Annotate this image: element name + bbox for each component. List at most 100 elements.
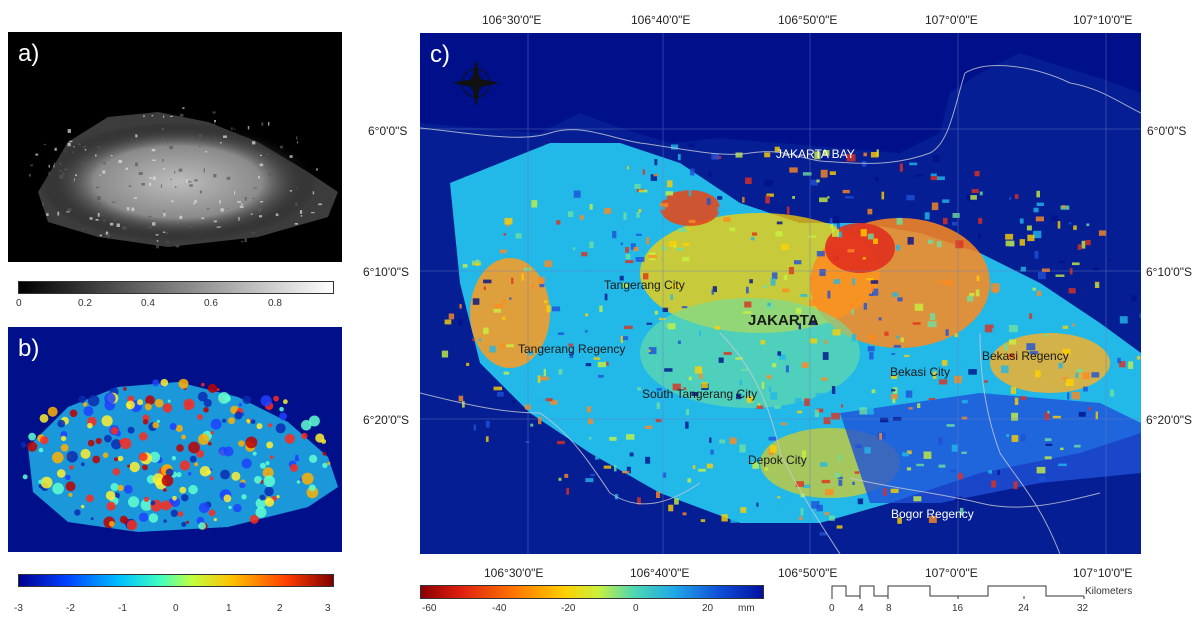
speckle [1075,372,1079,378]
speckle [259,154,262,156]
speckle [197,414,204,420]
speckle [866,278,874,281]
speckle [472,298,480,305]
speckle [149,177,152,179]
speckle [912,322,921,325]
speckle [837,231,843,238]
speckle [642,169,645,175]
speckle [1055,274,1065,277]
speckle [719,439,726,444]
speckle [99,234,102,237]
speckle [792,196,795,199]
speckle [752,461,759,469]
speckle [557,440,565,445]
speckle [444,319,452,325]
speckle [761,381,765,389]
speckle [1006,433,1010,437]
speckle [650,174,658,181]
colorbar-b [18,574,334,587]
place-tangerang-regency: Tangerang Regency [518,342,626,356]
speckle [869,352,874,360]
speckle [234,128,236,130]
speckle [266,441,274,449]
speckle [87,439,95,447]
speckle [897,517,902,524]
speckle [139,432,148,441]
colorbar-c-tick: -20 [561,603,576,614]
speckle [673,245,676,249]
speckle [742,311,752,314]
speckle [545,398,553,402]
speckle [821,377,828,381]
speckle [599,305,603,312]
speckle [938,379,948,385]
speckle [902,452,909,457]
colorbar-a-tick: 0 [16,298,22,309]
speckle [775,506,781,511]
speckle [312,191,315,195]
speckle [198,433,210,445]
speckle [819,269,826,277]
speckle [811,501,820,509]
speckle [142,220,146,222]
speckle [638,209,642,213]
speckle [189,226,193,228]
speckle [900,337,904,343]
speckle [777,351,782,356]
speckle [870,285,874,292]
speckle [785,497,791,505]
speckle [238,216,240,221]
speckle [82,146,87,148]
speckle [1044,438,1052,441]
speckle [776,221,783,225]
speckle [859,407,867,415]
speckle [48,171,50,175]
speckle [149,451,161,463]
speckle [163,519,167,523]
speckle [774,405,781,409]
speckle [1057,221,1061,229]
speckle [846,154,856,162]
speckle [207,383,217,393]
speckle [530,423,534,427]
speckle [483,327,489,335]
speckle [82,228,84,230]
speckle [106,234,110,237]
panel-a-label: a) [18,40,40,67]
speckle [531,284,535,289]
speckle [203,168,205,173]
speckle [126,520,138,531]
speckle [635,257,645,262]
speckle [99,174,101,176]
speckle [176,444,184,452]
place-tangerang-city: Tangerang City [604,278,685,292]
speckle [185,407,189,411]
speckle [1020,266,1026,272]
speckle [764,467,769,471]
speckle [1026,225,1032,231]
speckle [756,405,764,409]
speckle [656,491,661,498]
speckle [82,402,88,407]
speckle [824,512,830,516]
speckle [187,181,192,183]
speckle [770,445,777,453]
speckle [590,473,595,477]
lat-label: 6°0'0"S [1147,124,1187,138]
speckle [216,226,220,228]
speckle [176,472,182,478]
speckle [103,219,106,222]
speckle [194,179,198,182]
speckle [68,492,73,497]
speckle [69,465,74,470]
lon-label: 106°40'0"E [631,13,691,27]
speckle [681,306,688,309]
speckle [241,458,252,469]
speckle [878,317,882,321]
speckle [1033,230,1042,239]
speckle [321,439,327,444]
speckle [189,184,193,187]
speckle [718,357,724,363]
speckle [588,436,592,440]
speckle [543,368,546,377]
